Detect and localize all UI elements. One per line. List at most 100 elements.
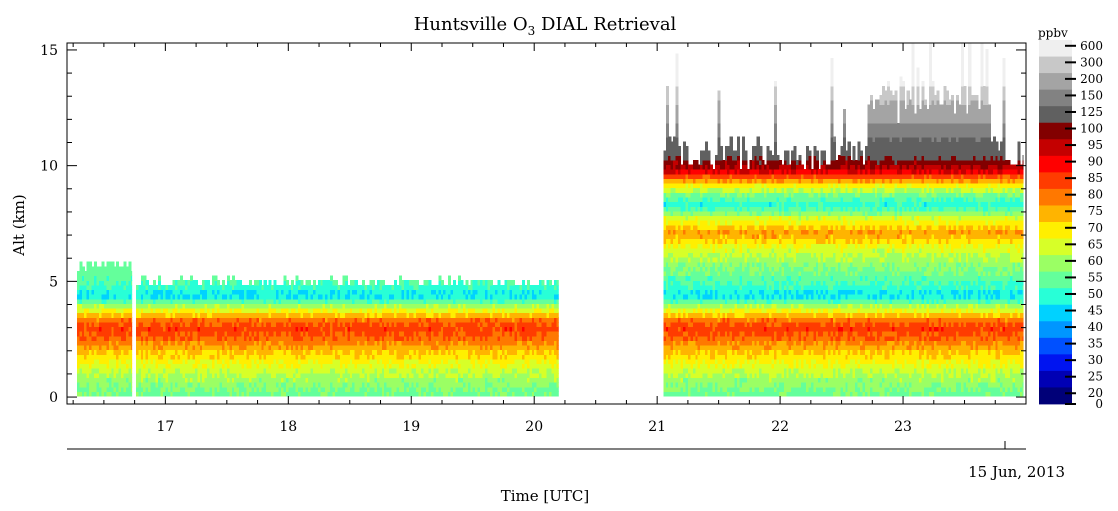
data-cell	[435, 298, 439, 304]
data-cell	[512, 382, 516, 388]
data-cell	[394, 335, 398, 341]
data-cell	[194, 382, 198, 388]
data-cell	[103, 284, 107, 291]
data-cell	[285, 372, 289, 378]
data-cell	[524, 294, 528, 300]
data-cell	[79, 298, 83, 304]
data-cell	[408, 382, 412, 388]
data-cell	[160, 298, 164, 304]
data-cell	[300, 303, 304, 309]
data-cell	[202, 280, 206, 286]
data-cell	[435, 368, 439, 374]
data-cell	[106, 335, 110, 341]
data-cell	[482, 331, 486, 337]
data-cell	[258, 335, 262, 341]
data-cell	[317, 335, 321, 341]
data-cell	[79, 349, 83, 355]
data-cell	[140, 354, 144, 360]
data-cell	[465, 307, 469, 314]
data-cell	[305, 321, 309, 328]
data-cell	[185, 303, 189, 309]
data-cell	[157, 344, 162, 351]
data-cell	[101, 294, 105, 300]
data-cell	[143, 303, 147, 309]
data-cell	[386, 335, 390, 341]
data-cell	[261, 335, 265, 341]
data-cell	[344, 275, 348, 281]
data-cell	[239, 317, 243, 323]
data-cell	[406, 368, 410, 374]
data-cell	[509, 331, 513, 337]
data-cell	[423, 349, 427, 355]
data-cell	[411, 294, 415, 300]
data-cell	[121, 298, 125, 304]
data-cell	[214, 289, 218, 295]
data-cell	[202, 321, 206, 328]
data-cell	[347, 294, 351, 300]
data-cell	[514, 386, 518, 392]
data-cell	[485, 354, 489, 360]
data-cell	[130, 372, 133, 378]
data-cell	[544, 391, 548, 397]
data-cell	[546, 326, 550, 332]
data-cell	[332, 391, 336, 397]
data-cell	[189, 335, 194, 341]
data-cell	[362, 280, 366, 286]
data-cell	[251, 331, 255, 337]
data-cell	[364, 289, 368, 295]
data-cell	[401, 354, 405, 360]
data-cell	[389, 382, 393, 388]
data-cell	[96, 280, 100, 286]
data-cell	[465, 317, 469, 323]
data-cell	[96, 326, 100, 332]
data-cell	[487, 372, 491, 378]
data-cell	[467, 354, 471, 360]
data-cell	[143, 275, 147, 281]
data-cell	[217, 372, 221, 378]
data-cell	[167, 312, 171, 318]
data-cell	[423, 303, 427, 309]
data-cell	[514, 377, 518, 383]
data-cell	[386, 354, 390, 360]
data-cell	[89, 294, 93, 300]
data-cell	[497, 321, 501, 328]
data-cell	[342, 307, 346, 314]
data-cell	[273, 298, 277, 304]
data-cell	[485, 331, 489, 337]
data-cell	[440, 294, 444, 300]
data-cell	[76, 344, 80, 351]
data-cell	[544, 307, 548, 314]
data-cell	[480, 326, 484, 332]
data-cell	[401, 326, 405, 332]
data-cell	[426, 363, 430, 369]
data-cell	[472, 391, 476, 397]
data-cell	[89, 321, 93, 328]
data-cell	[266, 368, 270, 374]
data-cell	[357, 349, 361, 355]
data-cell	[394, 344, 398, 351]
data-cell	[89, 307, 93, 314]
data-cell	[433, 331, 437, 337]
data-cell	[251, 382, 255, 388]
data-cell	[128, 303, 132, 309]
data-cell	[268, 358, 272, 365]
data-cell	[534, 284, 538, 291]
data-cell	[374, 372, 378, 378]
data-cell	[84, 307, 88, 314]
data-cell	[172, 382, 176, 388]
data-cell	[150, 391, 154, 397]
data-cell	[472, 354, 476, 360]
data-cell	[253, 340, 257, 346]
data-cell	[472, 386, 476, 392]
data-cell	[349, 377, 353, 383]
data-cell	[494, 335, 498, 341]
data-cell	[457, 377, 462, 383]
data-cell	[207, 340, 211, 346]
data-cell	[123, 335, 127, 341]
data-cell	[185, 317, 189, 323]
data-cell	[413, 344, 417, 351]
data-cell	[153, 363, 157, 369]
data-cell	[357, 326, 361, 332]
data-cell	[376, 280, 380, 286]
data-cell	[453, 321, 457, 328]
